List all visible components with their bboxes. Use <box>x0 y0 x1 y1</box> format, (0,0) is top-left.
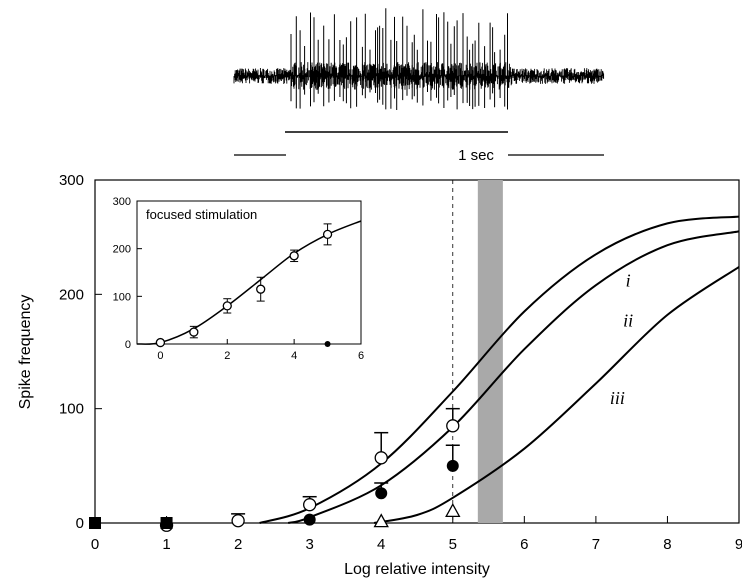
data-point <box>303 498 317 512</box>
inset-y-tick-label: 0 <box>125 339 131 351</box>
x-tick-label: 0 <box>91 536 99 553</box>
curve-label-iii: iii <box>610 388 625 408</box>
inset-background <box>137 201 361 344</box>
y-tick-label: 0 <box>76 515 84 532</box>
data-point <box>155 337 166 348</box>
y-axis-label: Spike frequency <box>17 295 34 410</box>
y-tick-label: 100 <box>59 401 84 418</box>
x-tick-label: 7 <box>592 536 600 553</box>
inset-y-tick-label: 300 <box>113 196 131 208</box>
data-point <box>375 487 388 500</box>
inset-title: focused stimulation <box>146 207 257 222</box>
spike-recording-trace <box>233 8 605 110</box>
curve-iii <box>373 266 740 524</box>
scale-bar-label: 1 sec <box>458 147 494 164</box>
data-point <box>374 451 388 465</box>
inset-y-tick-label: 100 <box>113 291 131 303</box>
x-tick-label: 5 <box>449 536 457 553</box>
data-point <box>189 327 199 337</box>
data-point <box>373 513 389 528</box>
inset-plot: 0 2 4 6 0 100 200 300 focused stimulation <box>113 196 364 362</box>
x-tick-label: 2 <box>234 536 242 553</box>
x-tick-label: 4 <box>377 536 385 553</box>
data-point <box>446 459 459 472</box>
curve-label-ii: ii <box>623 310 633 330</box>
data-point <box>160 517 173 529</box>
data-point <box>289 251 299 261</box>
data-point <box>446 419 460 433</box>
trace-noise <box>233 62 605 90</box>
data-point <box>303 513 316 526</box>
inset-x-tick-label: 4 <box>291 350 297 362</box>
inset-x-tick-label: 6 <box>358 350 364 362</box>
data-point <box>256 284 266 294</box>
shaded-band <box>477 180 503 523</box>
y-tick-label: 200 <box>59 286 84 303</box>
x-tick-label: 9 <box>735 536 742 553</box>
curve-ii <box>287 230 740 524</box>
data-point <box>445 503 461 518</box>
plot-frame <box>94 179 740 524</box>
curve-label-i: i <box>626 270 631 290</box>
data-point <box>222 301 232 311</box>
inset-y-tick-label: 200 <box>113 244 131 256</box>
inset-x-tick-label: 0 <box>157 350 163 362</box>
inset-frame <box>136 200 362 345</box>
inset-x-tick-label: 2 <box>224 350 230 362</box>
x-tick-label: 3 <box>305 536 313 553</box>
data-point <box>324 341 331 347</box>
x-tick-label: 8 <box>663 536 671 553</box>
data-point <box>322 229 333 240</box>
data-point <box>89 517 101 529</box>
x-axis-label: Log relative intensity <box>344 561 490 578</box>
curve-i <box>259 215 740 524</box>
trace-spikes <box>290 8 508 110</box>
x-tick-label: 1 <box>162 536 170 553</box>
data-point <box>231 514 245 528</box>
x-tick-label: 6 <box>520 536 528 553</box>
y-tick-label: 300 <box>59 172 84 189</box>
